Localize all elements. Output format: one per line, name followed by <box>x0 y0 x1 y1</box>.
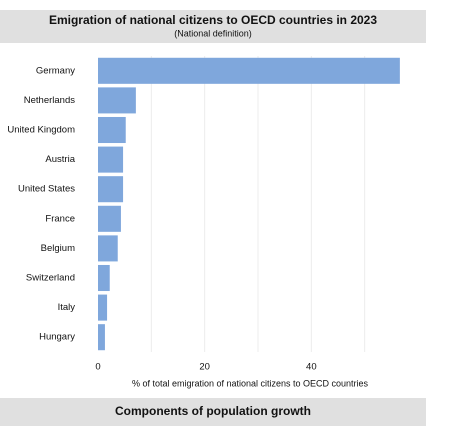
x-axis-title: % of total emigration of national citize… <box>132 378 369 388</box>
x-tick-label: 0 <box>95 362 100 373</box>
y-tick-label: Belgium <box>41 243 75 254</box>
y-tick-label: United States <box>18 184 75 195</box>
bar <box>98 57 400 84</box>
chart-title: Emigration of national citizens to OECD … <box>49 13 377 27</box>
y-tick-label: Germany <box>36 65 75 76</box>
bar <box>98 116 126 144</box>
x-tick-label: 20 <box>199 362 210 373</box>
bar <box>98 264 110 292</box>
bar <box>98 146 124 173</box>
section-title: Components of population growth <box>115 404 311 418</box>
y-tick-label: Netherlands <box>24 95 75 106</box>
chart-subtitle: (National definition) <box>174 28 252 38</box>
section-band <box>0 398 426 426</box>
y-tick-label: Switzerland <box>26 273 75 284</box>
bar <box>98 87 136 114</box>
bar <box>98 235 118 262</box>
y-tick-label: United Kingdom <box>7 125 75 136</box>
y-tick-label: France <box>45 213 75 224</box>
y-tick-label: Austria <box>45 154 75 165</box>
bar <box>98 176 124 203</box>
bar <box>98 294 108 321</box>
bar <box>98 324 105 351</box>
y-tick-label: Hungary <box>39 332 75 343</box>
y-tick-label: Italy <box>58 302 76 313</box>
header-band <box>0 10 426 43</box>
x-tick-label: 40 <box>306 362 317 373</box>
bar <box>98 205 121 232</box>
